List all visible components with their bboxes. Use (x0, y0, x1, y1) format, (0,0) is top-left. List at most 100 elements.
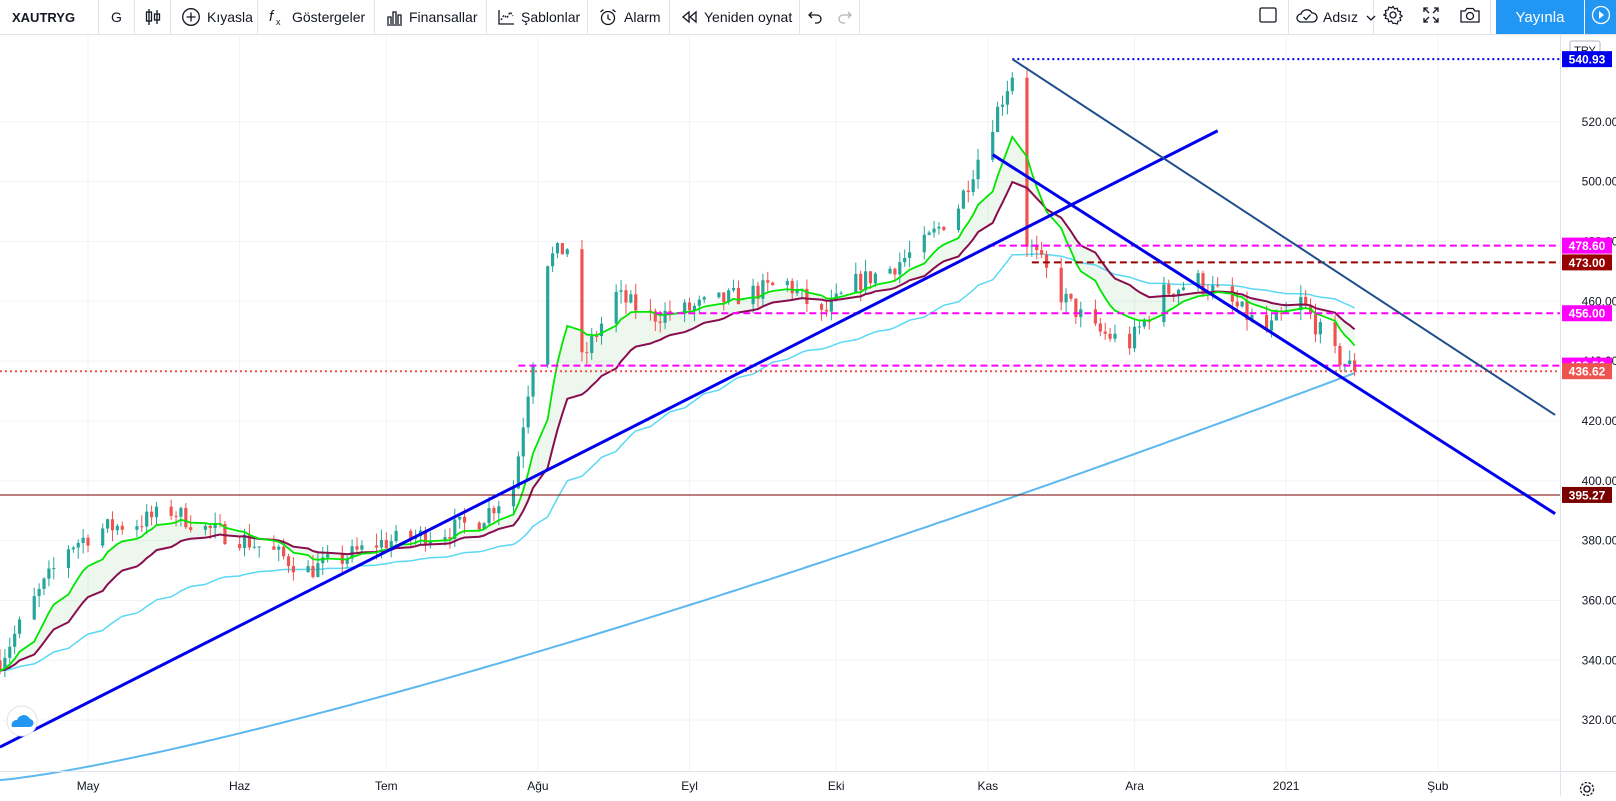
snapshot-button[interactable] (1450, 0, 1491, 34)
candle-body (585, 352, 589, 354)
alarm-clock-icon (598, 7, 618, 27)
chart-area[interactable]: 320.00340.00360.00380.00400.00420.00440.… (0, 35, 1616, 797)
price-level-label: 395.27 (1562, 486, 1612, 503)
candle (8, 637, 12, 667)
chart-settings-button[interactable] (1374, 0, 1412, 34)
symbol-search-button[interactable]: XAUTRYG (0, 0, 99, 34)
candle-body (1176, 289, 1181, 297)
candle-body (526, 396, 530, 428)
candle-body (888, 268, 892, 274)
candle (76, 539, 80, 559)
undo-button[interactable] (800, 0, 830, 34)
price-level-label: 473.00 (1562, 254, 1612, 271)
replay-button[interactable]: Yeniden oynat (670, 0, 800, 34)
candle (306, 560, 310, 573)
candle (966, 180, 970, 203)
candle (687, 297, 692, 313)
logo-cloud (11, 715, 34, 728)
candle (922, 226, 926, 260)
redo-button[interactable] (830, 0, 860, 34)
candle-body (766, 280, 770, 283)
candle-body (242, 534, 247, 549)
candle-body (692, 305, 697, 311)
candle-body (971, 179, 975, 193)
compare-button[interactable]: Kıyasla (171, 0, 258, 34)
candle-body (1093, 309, 1098, 324)
candle (213, 512, 217, 539)
candle-body (497, 506, 501, 514)
candle-body (1069, 293, 1073, 299)
candle (350, 539, 354, 563)
candle-body (1128, 333, 1132, 349)
candle (140, 515, 144, 533)
candle-body (893, 268, 897, 275)
candle (203, 524, 207, 536)
templates-button[interactable]: Şablonlar (487, 0, 588, 34)
candle (492, 505, 496, 522)
financials-button[interactable]: Finansallar (375, 0, 487, 34)
candle (257, 546, 261, 558)
candle-body (208, 525, 212, 528)
candle-body (1338, 345, 1342, 366)
publish-button[interactable]: Yayınla (1496, 0, 1584, 34)
select-area-button[interactable] (1248, 0, 1289, 34)
candle-body (1010, 77, 1014, 92)
layout-menu-button[interactable]: Adsız (1289, 0, 1376, 34)
candle-body (252, 546, 256, 548)
candle (839, 290, 843, 296)
price-chart[interactable]: 320.00340.00360.00380.00400.00420.00440.… (0, 35, 1616, 797)
time-tick-label: Eyl (681, 779, 698, 793)
price-level-label: 436.62 (1562, 363, 1612, 380)
candle-body (956, 208, 961, 231)
candle (722, 292, 726, 311)
alert-button[interactable]: Alarm (588, 0, 670, 34)
candle-body (521, 427, 525, 457)
price-level-label: 478.60 (1562, 237, 1612, 254)
candle-body (1333, 322, 1337, 346)
candle-body (1240, 301, 1244, 307)
candle-body (223, 523, 227, 545)
candle-body (345, 558, 349, 564)
price-tick-label: 420.00 (1582, 414, 1616, 428)
candle-body (428, 540, 432, 545)
candle-body (277, 546, 281, 550)
publish-options-button[interactable] (1585, 0, 1616, 34)
candle-body (492, 508, 496, 514)
price-level-text: 395.27 (1569, 488, 1606, 502)
candle-body (829, 299, 833, 312)
price-level-box (1562, 254, 1612, 271)
candle (766, 271, 770, 292)
candle (854, 262, 858, 294)
candle (169, 499, 173, 521)
candle-body (614, 291, 618, 324)
candle-body (443, 537, 447, 541)
price-tick-label: 460.00 (1582, 294, 1616, 308)
price-axis (1560, 35, 1616, 796)
candle (756, 281, 760, 308)
candle-body (42, 578, 46, 589)
financials-label: Finansallar (409, 9, 478, 25)
candle-body (785, 280, 789, 286)
candle (590, 328, 594, 360)
interval-button[interactable]: G (99, 0, 135, 34)
candle (663, 302, 667, 330)
candles-icon (145, 8, 161, 26)
candle-body (658, 321, 662, 323)
time-tick-label: 2021 (1273, 779, 1300, 793)
candle (1079, 301, 1083, 328)
candle-body (991, 131, 995, 160)
candle-body (687, 302, 692, 311)
candle-body (727, 290, 731, 303)
candle (551, 246, 555, 273)
plot-background (0, 35, 1560, 771)
candle-body (722, 292, 726, 303)
candle-body (580, 249, 584, 353)
candle-body (516, 456, 520, 489)
fullscreen-button[interactable] (1412, 0, 1450, 34)
candle-body (531, 364, 535, 397)
candle (692, 303, 697, 322)
candle-body (487, 508, 491, 524)
candle-body (1132, 326, 1137, 349)
chart-type-button[interactable] (135, 0, 171, 34)
